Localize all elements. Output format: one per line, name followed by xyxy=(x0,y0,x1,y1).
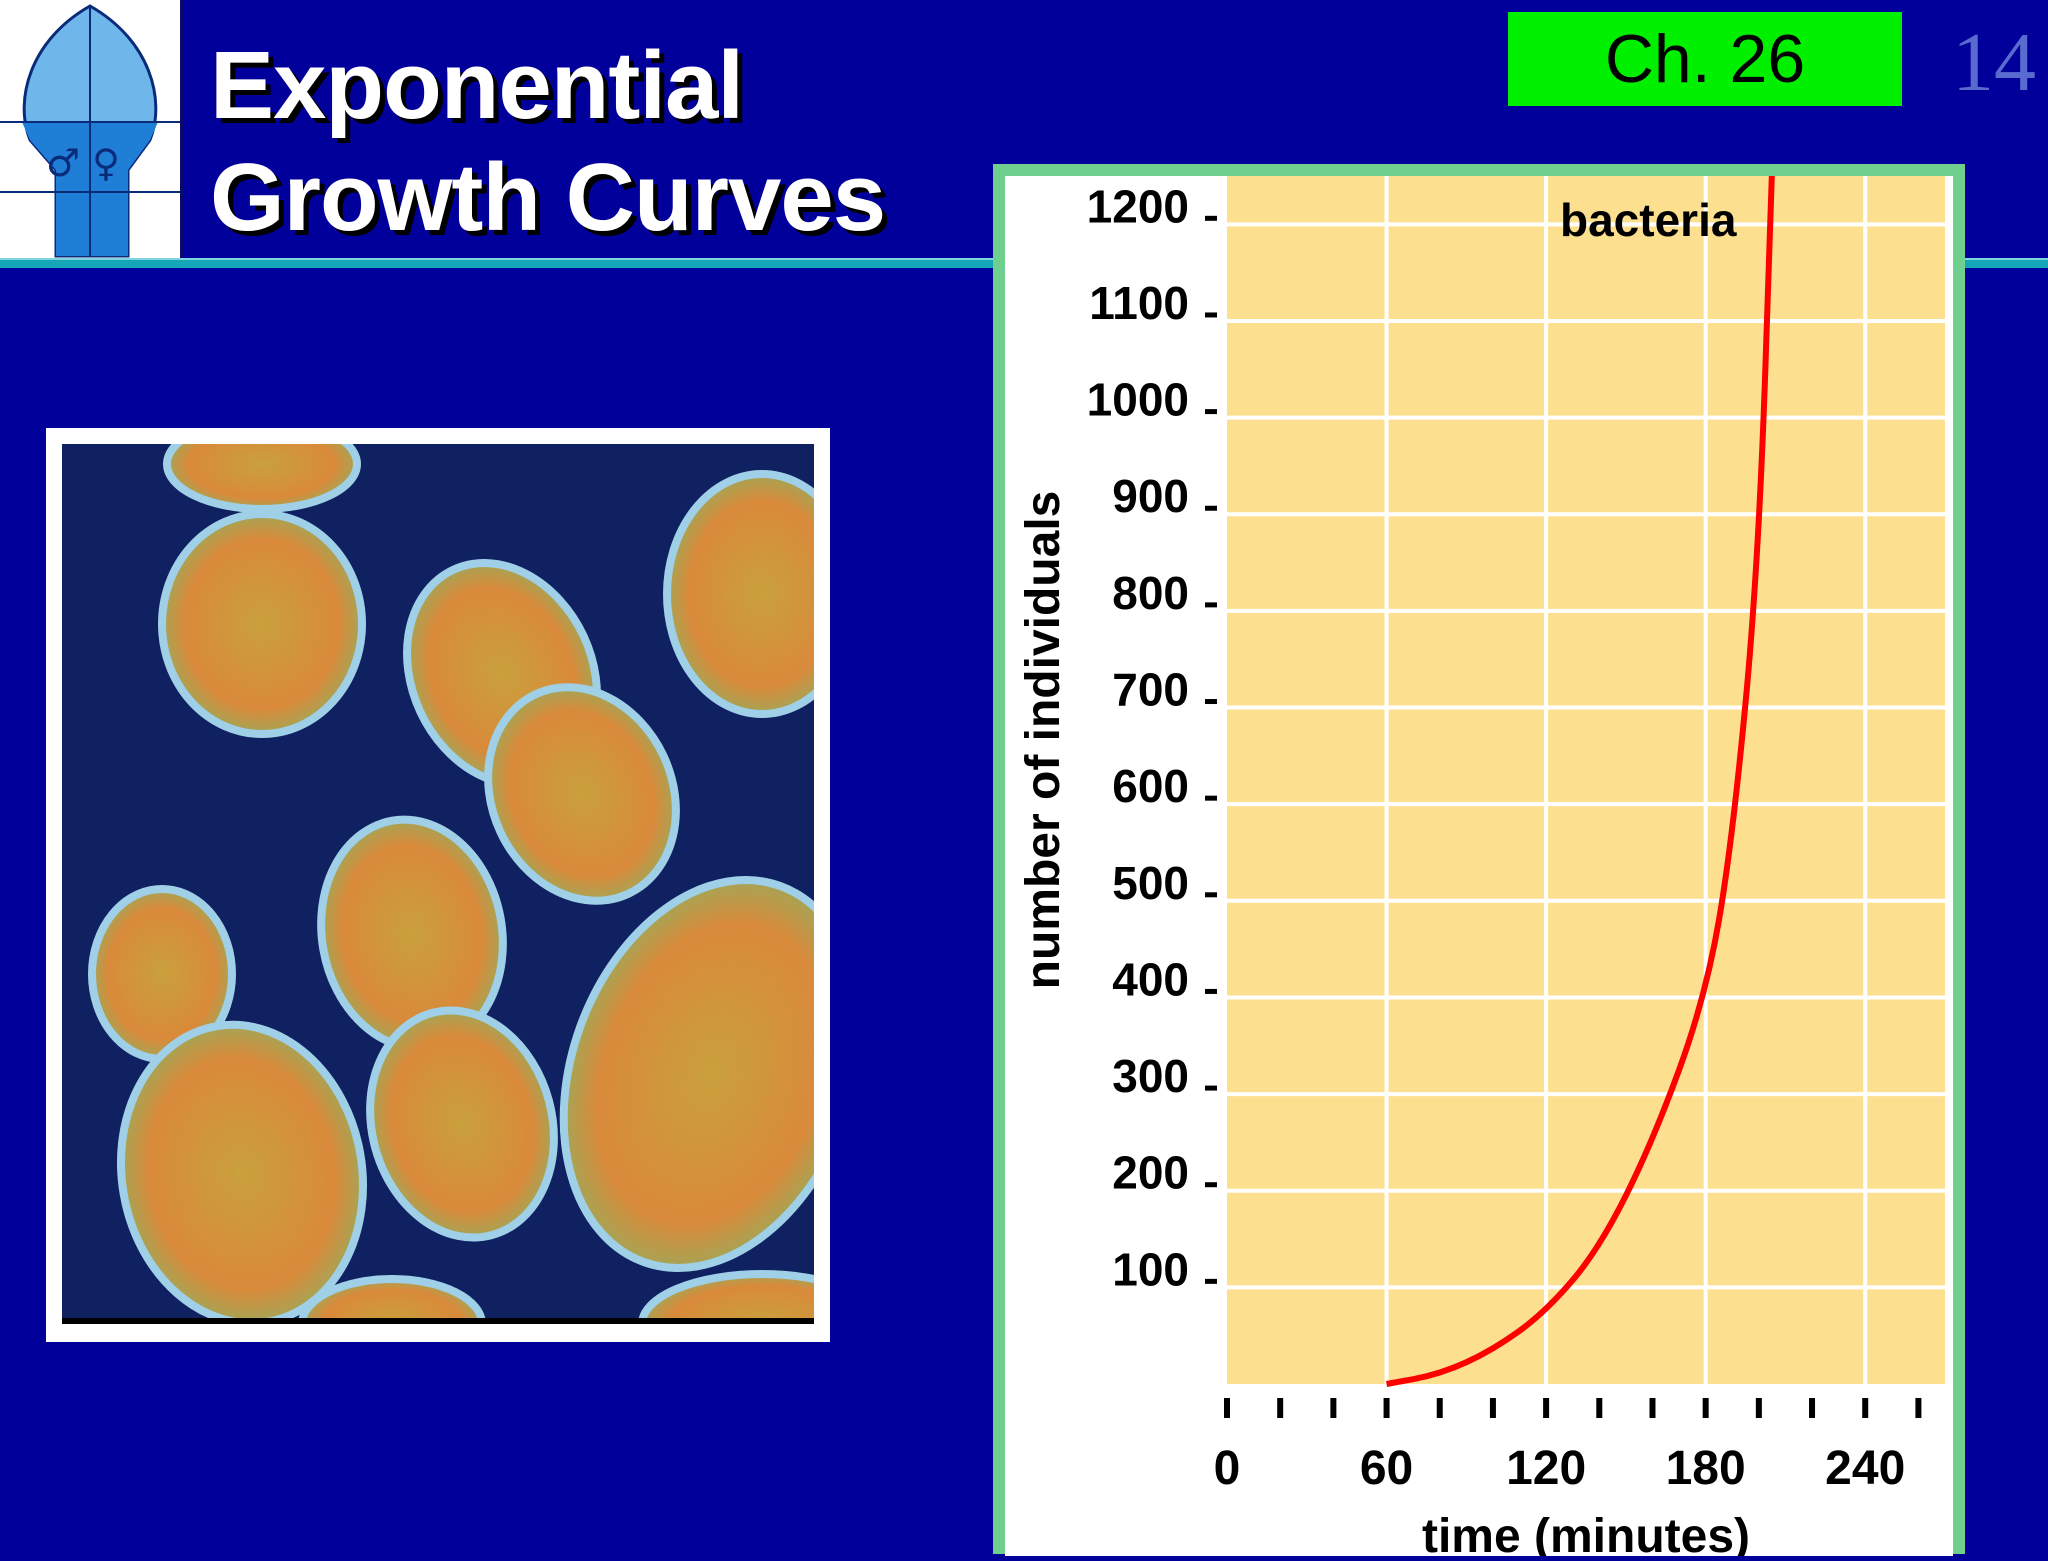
y-axis-label: number of individuals xyxy=(1017,491,1070,990)
y-tick-label-900: 900 xyxy=(1112,470,1189,522)
x-tick-label-0: 0 xyxy=(1214,1442,1241,1495)
y-tick-label-400: 400 xyxy=(1112,953,1189,1005)
y-tick-label-1200: 1200 xyxy=(1087,180,1189,232)
x-tick-label-60: 60 xyxy=(1360,1442,1413,1495)
y-tick-label-300: 300 xyxy=(1112,1050,1189,1102)
x-tick-label-240: 240 xyxy=(1825,1442,1905,1495)
plot-area xyxy=(1227,176,1945,1384)
grid-lines xyxy=(1227,176,1945,1384)
bacteria-photo xyxy=(62,444,814,1324)
y-tick-label-700: 700 xyxy=(1112,664,1189,716)
chapter-badge: Ch. 26 xyxy=(1508,12,1902,106)
y-tick-label-500: 500 xyxy=(1112,857,1189,909)
bacteria-micrograph-image xyxy=(62,444,814,1318)
flask-logo-icon: ♂ ♀ xyxy=(0,4,180,258)
chart-panel: 100 200 300 400 500 600 700 800 900 1000 1100 1200 … xyxy=(1005,165,1953,1561)
title-line-2: Growth Curves xyxy=(210,144,886,251)
x-tick-label-180: 180 xyxy=(1666,1442,1746,1495)
growth-chart: 100200300400500600700800900100011001200 … xyxy=(1017,165,1945,1561)
slide-number: 14 xyxy=(1952,16,2036,109)
chart-title: bacteria xyxy=(1560,194,1737,246)
title-line-1: Exponential xyxy=(210,32,744,139)
page-title: Exponential Growth Curves xyxy=(210,30,886,254)
bacteria-photo-frame xyxy=(46,428,830,1342)
y-axis-ticks: 100 200 300 400 500 600 700 800 900 1000 1100 1200 xyxy=(1087,180,1217,1295)
y-tick-label-600: 600 xyxy=(1112,760,1189,812)
y-tick-label-800: 800 xyxy=(1112,567,1189,619)
y-tick-label-200: 200 xyxy=(1112,1147,1189,1199)
y-tick-label-1100: 1100 xyxy=(1089,277,1189,329)
logo-symbols: ♂ ♀ xyxy=(46,141,120,185)
y-tick-label-1000: 1000 xyxy=(1087,374,1189,426)
growth-curve xyxy=(1386,165,1776,1387)
y-tick-label-100: 100 xyxy=(1112,1243,1189,1295)
x-tick-label-120: 120 xyxy=(1506,1442,1586,1495)
x-axis-ticks: 0 60 120 180 240 xyxy=(1214,1398,1922,1495)
x-axis-label: time (minutes) xyxy=(1422,1510,1750,1556)
chart-frame: 100 200 300 400 500 600 700 800 900 1000 1100 1200 … xyxy=(993,164,1965,1561)
course-logo: ♂ ♀ xyxy=(0,0,183,262)
